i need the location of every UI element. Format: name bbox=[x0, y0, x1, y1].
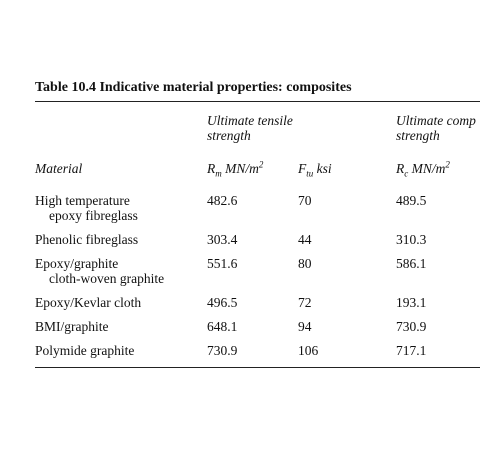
column-header: Material bbox=[35, 161, 83, 176]
group-header: Ultimate comp bbox=[396, 113, 476, 128]
cell-value: 80 bbox=[298, 256, 312, 271]
cell-value: 303.4 bbox=[207, 232, 238, 247]
cell-value: 586.1 bbox=[396, 256, 427, 271]
material-name: High temperature bbox=[35, 193, 130, 208]
cell-value: 44 bbox=[298, 232, 312, 247]
material-name: Polymide graphite bbox=[35, 343, 135, 358]
material-name: BMI/graphite bbox=[35, 319, 109, 334]
cell-value: 310.3 bbox=[396, 232, 427, 247]
bottom-rule bbox=[35, 367, 480, 368]
column-header: Ftu ksi bbox=[298, 161, 332, 179]
cell-value: 489.5 bbox=[396, 193, 427, 208]
superscript: 2 bbox=[258, 159, 264, 170]
column-header: Rm MN/m2 bbox=[207, 159, 264, 179]
cell-value: 496.5 bbox=[207, 295, 238, 310]
unit: MN/m bbox=[411, 161, 446, 176]
cell-value: 717.1 bbox=[396, 343, 427, 358]
cell-value: 106 bbox=[298, 343, 319, 358]
subscript: c bbox=[404, 168, 409, 179]
cell-value: 482.6 bbox=[207, 193, 238, 208]
subscript: m bbox=[215, 168, 222, 179]
cell-value: 193.1 bbox=[396, 295, 427, 310]
cell-value: 551.6 bbox=[207, 256, 238, 271]
cell-value: 730.9 bbox=[207, 343, 238, 358]
material-name: epoxy fibreglass bbox=[49, 208, 138, 223]
group-header: Ultimate tensile bbox=[207, 113, 293, 128]
symbol: R bbox=[396, 161, 405, 176]
unit: MN/m bbox=[225, 161, 259, 176]
material-name: Epoxy/Kevlar cloth bbox=[35, 295, 142, 310]
column-header: Rc MN/m2 bbox=[396, 159, 450, 179]
subscript: tu bbox=[306, 168, 314, 179]
group-header: strength bbox=[207, 128, 251, 143]
material-name: Phenolic fibreglass bbox=[35, 232, 139, 247]
symbol: R bbox=[207, 161, 216, 176]
top-rule bbox=[35, 101, 480, 102]
cell-value: 72 bbox=[298, 295, 312, 310]
table-title: Table 10.4 Indicative material propertie… bbox=[35, 80, 352, 95]
symbol: F bbox=[298, 161, 307, 176]
group-header: strength bbox=[396, 128, 440, 143]
material-name: cloth-woven graphite bbox=[49, 271, 165, 286]
cell-value: 648.1 bbox=[207, 319, 238, 334]
cell-value: 94 bbox=[298, 319, 312, 334]
material-name: Epoxy/graphite bbox=[35, 256, 119, 271]
cell-value: 70 bbox=[298, 193, 312, 208]
cell-value: 730.9 bbox=[396, 319, 427, 334]
superscript: 2 bbox=[445, 159, 450, 170]
unit: ksi bbox=[316, 161, 332, 176]
